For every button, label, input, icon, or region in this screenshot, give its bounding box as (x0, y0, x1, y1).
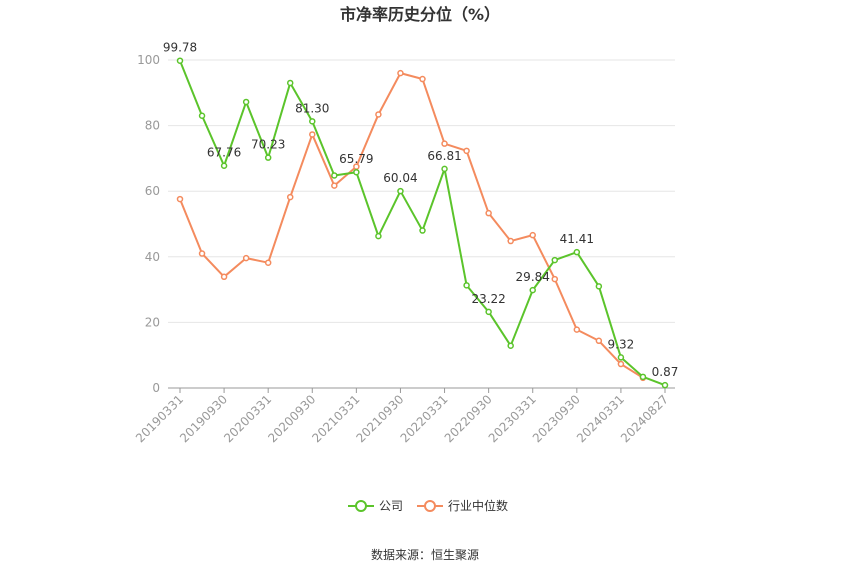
data-point (617, 354, 625, 361)
data-point (485, 308, 492, 316)
y-tick-label: 80 (145, 119, 160, 133)
data-point (463, 147, 470, 155)
data-point (507, 342, 514, 349)
legend-label: 公司 (379, 499, 403, 513)
data-point (242, 98, 250, 106)
data-point (419, 75, 426, 83)
series-group (176, 57, 669, 389)
y-tick-label: 40 (145, 250, 160, 264)
data-point (595, 337, 603, 345)
data-point (198, 250, 206, 257)
y-tick-label: 20 (145, 315, 160, 329)
data-point (242, 254, 250, 262)
data-point (309, 118, 316, 125)
data-point (309, 131, 316, 138)
data-point (441, 140, 448, 147)
data-point (573, 326, 581, 333)
y-tick-label: 0 (152, 381, 160, 395)
gridlines (168, 59, 675, 323)
data-label: 9.32 (608, 337, 635, 351)
data-point (176, 57, 184, 64)
data-point (220, 162, 228, 169)
legend-marker (355, 500, 367, 512)
data-point (507, 237, 514, 245)
data-point (551, 256, 559, 264)
data-point (375, 111, 382, 118)
data-point (286, 79, 294, 87)
data-label: 0.87 (652, 365, 679, 379)
data-label: 65.79 (339, 152, 373, 166)
data-point (485, 209, 492, 217)
data-point (573, 248, 581, 256)
data-label: 81.30 (295, 101, 329, 115)
data-point (397, 187, 404, 195)
data-label: 99.78 (163, 41, 197, 55)
x-axis: 2019033120190930202003312020093020210331… (133, 387, 675, 445)
data-point (353, 168, 360, 176)
source-note: 数据来源：恒生聚源 (371, 547, 479, 562)
data-point (286, 193, 294, 201)
data-label: 66.81 (427, 149, 461, 163)
series-line (179, 72, 644, 379)
data-point (220, 273, 228, 281)
data-point (264, 259, 272, 266)
data-label: 29.84 (516, 270, 550, 284)
data-point (463, 282, 470, 289)
data-label: 67.76 (207, 146, 241, 160)
data-point (551, 275, 559, 283)
data-point (661, 381, 669, 389)
data-point (331, 172, 338, 179)
data-label: 41.41 (560, 232, 594, 246)
data-point (264, 154, 272, 161)
data-label: 70.23 (251, 138, 285, 152)
y-tick-label: 60 (145, 184, 160, 198)
legend-marker (424, 500, 436, 512)
data-labels: 99.78 67.76 70.23 81.30 65.79 60.04 66.81 23.22… (163, 41, 679, 379)
data-label: 60.04 (383, 171, 417, 185)
data-point (419, 227, 426, 234)
data-point (375, 232, 382, 240)
legend[interactable]: 公司 行业中位数 (348, 498, 508, 513)
chart-title: 市净率历史分位（%） (340, 5, 500, 24)
data-point (617, 360, 625, 368)
x-tick-label: 20240827 (618, 392, 671, 445)
data-point (639, 373, 647, 381)
data-point (176, 195, 184, 203)
data-point (331, 182, 338, 189)
data-point (397, 69, 404, 77)
data-point (198, 112, 206, 120)
data-label: 23.22 (471, 292, 505, 306)
data-point (529, 231, 536, 239)
data-point (441, 165, 448, 173)
data-point (529, 286, 536, 294)
data-point (595, 283, 603, 290)
y-axis: 0 20 40 60 80 100 (137, 53, 160, 395)
y-tick-label: 100 (137, 53, 160, 67)
legend-label: 行业中位数 (448, 498, 508, 513)
